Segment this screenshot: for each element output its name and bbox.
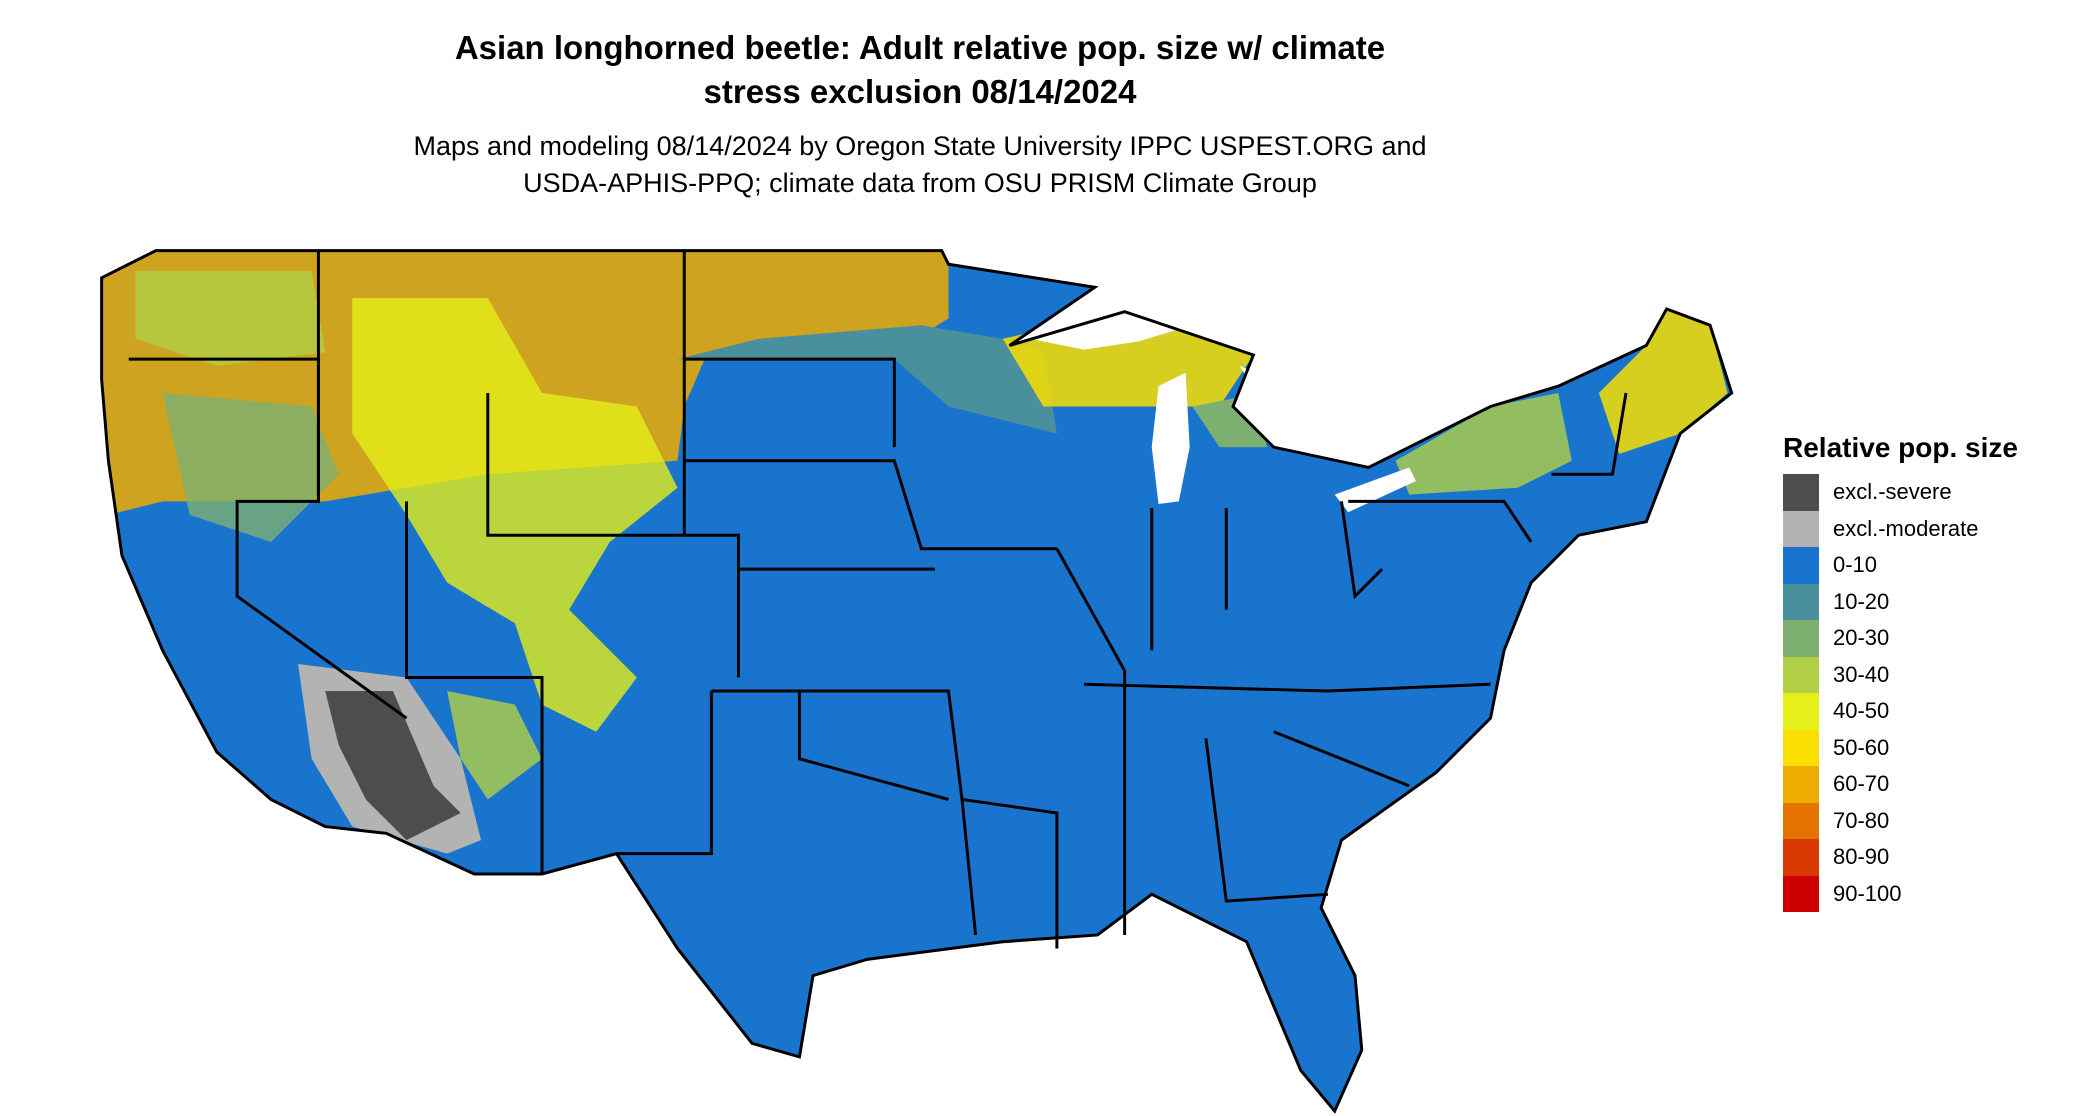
lake-huron: [1239, 365, 1308, 448]
legend-label: 60-70: [1833, 771, 1890, 797]
legend-label: 70-80: [1833, 807, 1890, 833]
legend-swatch: [1783, 693, 1819, 730]
patch-newengland-yellow: [1598, 308, 1728, 454]
patch-rockies-yellow: [352, 298, 678, 732]
legend-label: 90-100: [1833, 880, 1902, 906]
legend-swatch: [1783, 802, 1819, 839]
legend-item: 0-10: [1783, 547, 2018, 584]
subtitle-line-1: Maps and modeling 08/14/2024 by Oregon S…: [413, 131, 1427, 161]
legend-label: 30-40: [1833, 661, 1890, 687]
legend-swatch: [1783, 620, 1819, 657]
legend-label: 10-20: [1833, 588, 1890, 614]
legend-swatch: [1783, 839, 1819, 876]
legend-label: 40-50: [1833, 698, 1890, 724]
patch-north-green: [135, 271, 326, 366]
legend-swatch: [1783, 547, 1819, 584]
legend-label: excl.-moderate: [1833, 515, 1979, 541]
legend-item: 20-30: [1783, 620, 2018, 657]
legend-swatch: [1783, 474, 1819, 511]
legend-item: 60-70: [1783, 766, 2018, 803]
legend-swatch: [1783, 656, 1819, 693]
legend-item: 90-100: [1783, 875, 2018, 912]
population-patches: [101, 250, 1728, 854]
legend-items: excl.-severe excl.-moderate 0-10 10-20 20-30…: [1783, 474, 2018, 912]
title-line-2: stress exclusion 08/14/2024: [703, 73, 1137, 110]
legend-item: excl.-severe: [1783, 474, 2018, 511]
legend-item: 30-40: [1783, 656, 2018, 693]
patch-rockies-green: [162, 392, 339, 542]
legend-swatch: [1783, 729, 1819, 766]
legend-item: excl.-moderate: [1783, 510, 2018, 547]
legend-label: 80-90: [1833, 844, 1890, 870]
patch-excl-severe: [325, 691, 461, 841]
legend-label: 20-30: [1833, 625, 1890, 651]
legend-label: 50-60: [1833, 734, 1890, 760]
patch-northeast-green: [1395, 392, 1572, 495]
map-title: Asian longhorned beetle: Adult relative …: [0, 26, 1840, 114]
legend-item: 50-60: [1783, 729, 2018, 766]
legend-swatch: [1783, 875, 1819, 912]
state-borders: [100, 249, 1734, 1114]
title-line-1: Asian longhorned beetle: Adult relative …: [454, 29, 1386, 66]
patch-north-teal: [677, 325, 1057, 434]
legend-swatch: [1783, 510, 1819, 547]
map-subtitle: Maps and modeling 08/14/2024 by Oregon S…: [0, 128, 1840, 202]
legend-title: Relative pop. size: [1783, 432, 2018, 463]
legend-label: excl.-severe: [1833, 479, 1952, 505]
lake-superior: [1029, 308, 1193, 350]
lake-michigan: [1151, 372, 1190, 505]
legend-item: 70-80: [1783, 802, 2018, 839]
patch-southwest-yellow: [447, 691, 542, 800]
legend-item: 80-90: [1783, 839, 2018, 876]
legend-item: 10-20: [1783, 583, 2018, 620]
legend-label: 0-10: [1833, 552, 1878, 578]
legend-item: 40-50: [1783, 693, 2018, 730]
subtitle-line-2: USDA-APHIS-PPQ; climate data from OSU PR…: [523, 168, 1317, 198]
legend: Relative pop. size excl.-severe excl.-mod…: [1783, 432, 2018, 912]
legend-swatch: [1783, 766, 1819, 803]
legend-swatch: [1783, 583, 1819, 620]
